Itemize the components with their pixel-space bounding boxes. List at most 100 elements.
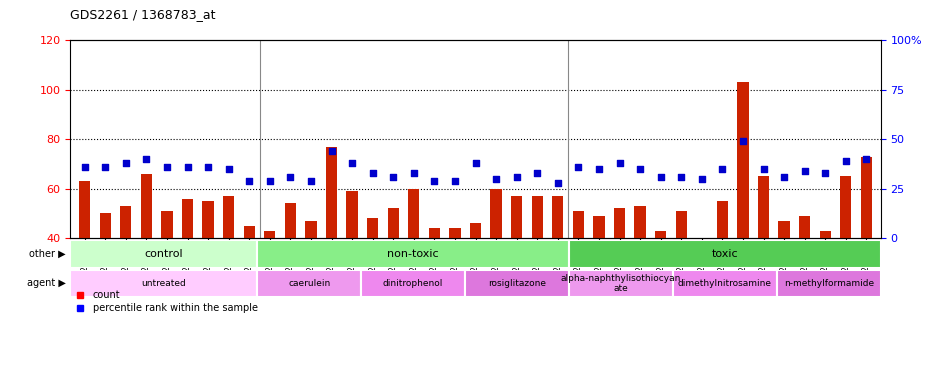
Bar bbox=[182, 199, 193, 337]
Bar bbox=[568, 270, 672, 297]
Point bbox=[817, 170, 832, 176]
Point bbox=[776, 174, 791, 180]
Bar bbox=[757, 176, 768, 337]
Bar bbox=[408, 189, 419, 337]
Point bbox=[406, 170, 421, 176]
Bar bbox=[819, 231, 830, 337]
Bar bbox=[675, 211, 686, 337]
Bar bbox=[613, 209, 624, 337]
Point bbox=[838, 158, 853, 164]
Text: control: control bbox=[144, 249, 183, 259]
Bar bbox=[778, 221, 789, 337]
Point bbox=[447, 178, 462, 184]
Bar bbox=[568, 240, 880, 268]
Point bbox=[508, 174, 523, 180]
Point bbox=[611, 160, 626, 166]
Point bbox=[755, 166, 770, 172]
Bar bbox=[551, 196, 563, 337]
Bar bbox=[798, 216, 810, 337]
Bar bbox=[672, 270, 776, 297]
Text: GDS2261 / 1368783_at: GDS2261 / 1368783_at bbox=[70, 8, 215, 21]
Point bbox=[139, 156, 154, 162]
Bar bbox=[367, 218, 378, 337]
Bar bbox=[264, 231, 275, 337]
Bar bbox=[449, 228, 461, 337]
Point bbox=[180, 164, 195, 170]
Point bbox=[159, 164, 174, 170]
Bar bbox=[592, 216, 604, 337]
Bar bbox=[695, 238, 707, 337]
Point bbox=[386, 174, 401, 180]
Text: dinitrophenol: dinitrophenol bbox=[383, 279, 443, 288]
Point bbox=[118, 160, 133, 166]
Point bbox=[735, 138, 750, 144]
Bar bbox=[572, 211, 583, 337]
Bar bbox=[223, 196, 234, 337]
Bar bbox=[70, 240, 257, 268]
Text: other ▶: other ▶ bbox=[29, 249, 66, 259]
Bar bbox=[326, 147, 337, 337]
Bar bbox=[860, 157, 871, 337]
Bar bbox=[510, 196, 521, 337]
Point bbox=[97, 164, 112, 170]
Bar bbox=[257, 270, 361, 297]
Point bbox=[303, 178, 318, 184]
Bar bbox=[388, 209, 399, 337]
Point bbox=[324, 148, 339, 154]
Bar bbox=[716, 201, 727, 337]
Legend: count, percentile rank within the sample: count, percentile rank within the sample bbox=[75, 290, 257, 313]
Bar bbox=[634, 206, 645, 337]
Point bbox=[488, 176, 503, 182]
Text: rosiglitazone: rosiglitazone bbox=[488, 279, 546, 288]
Bar bbox=[79, 181, 90, 337]
Point bbox=[467, 160, 482, 166]
Bar bbox=[654, 231, 665, 337]
Point bbox=[529, 170, 544, 176]
Bar bbox=[490, 189, 501, 337]
Point bbox=[200, 164, 215, 170]
Bar bbox=[120, 206, 131, 337]
Point bbox=[797, 168, 812, 174]
Point bbox=[632, 166, 647, 172]
Text: toxic: toxic bbox=[710, 249, 738, 259]
Bar bbox=[99, 214, 110, 337]
Text: dimethylnitrosamine: dimethylnitrosamine bbox=[677, 279, 771, 288]
Point bbox=[283, 174, 298, 180]
Bar bbox=[161, 211, 172, 337]
Text: agent ▶: agent ▶ bbox=[27, 278, 66, 288]
Text: alpha-naphthylisothiocyan
ate: alpha-naphthylisothiocyan ate bbox=[561, 274, 680, 293]
Bar bbox=[464, 270, 568, 297]
Point bbox=[262, 178, 277, 184]
Bar bbox=[531, 196, 542, 337]
Point bbox=[858, 156, 873, 162]
Point bbox=[570, 164, 585, 170]
Bar bbox=[776, 270, 880, 297]
Bar bbox=[840, 176, 851, 337]
Bar bbox=[202, 201, 213, 337]
Bar bbox=[243, 226, 255, 337]
Bar bbox=[737, 82, 748, 337]
Text: non-toxic: non-toxic bbox=[387, 249, 439, 259]
Text: untreated: untreated bbox=[141, 279, 186, 288]
Point bbox=[365, 170, 380, 176]
Bar bbox=[361, 270, 464, 297]
Point bbox=[673, 174, 688, 180]
Point bbox=[427, 178, 442, 184]
Point bbox=[77, 164, 92, 170]
Bar bbox=[469, 223, 481, 337]
Point bbox=[652, 174, 667, 180]
Bar bbox=[429, 228, 440, 337]
Bar bbox=[305, 221, 316, 337]
Text: n-methylformamide: n-methylformamide bbox=[782, 279, 873, 288]
Text: caerulein: caerulein bbox=[288, 279, 330, 288]
Point bbox=[591, 166, 606, 172]
Point bbox=[241, 178, 256, 184]
Bar bbox=[70, 270, 257, 297]
Point bbox=[221, 166, 236, 172]
Bar bbox=[285, 204, 296, 337]
Point bbox=[344, 160, 359, 166]
Bar bbox=[346, 191, 358, 337]
Bar bbox=[257, 240, 568, 268]
Point bbox=[694, 176, 709, 182]
Point bbox=[714, 166, 729, 172]
